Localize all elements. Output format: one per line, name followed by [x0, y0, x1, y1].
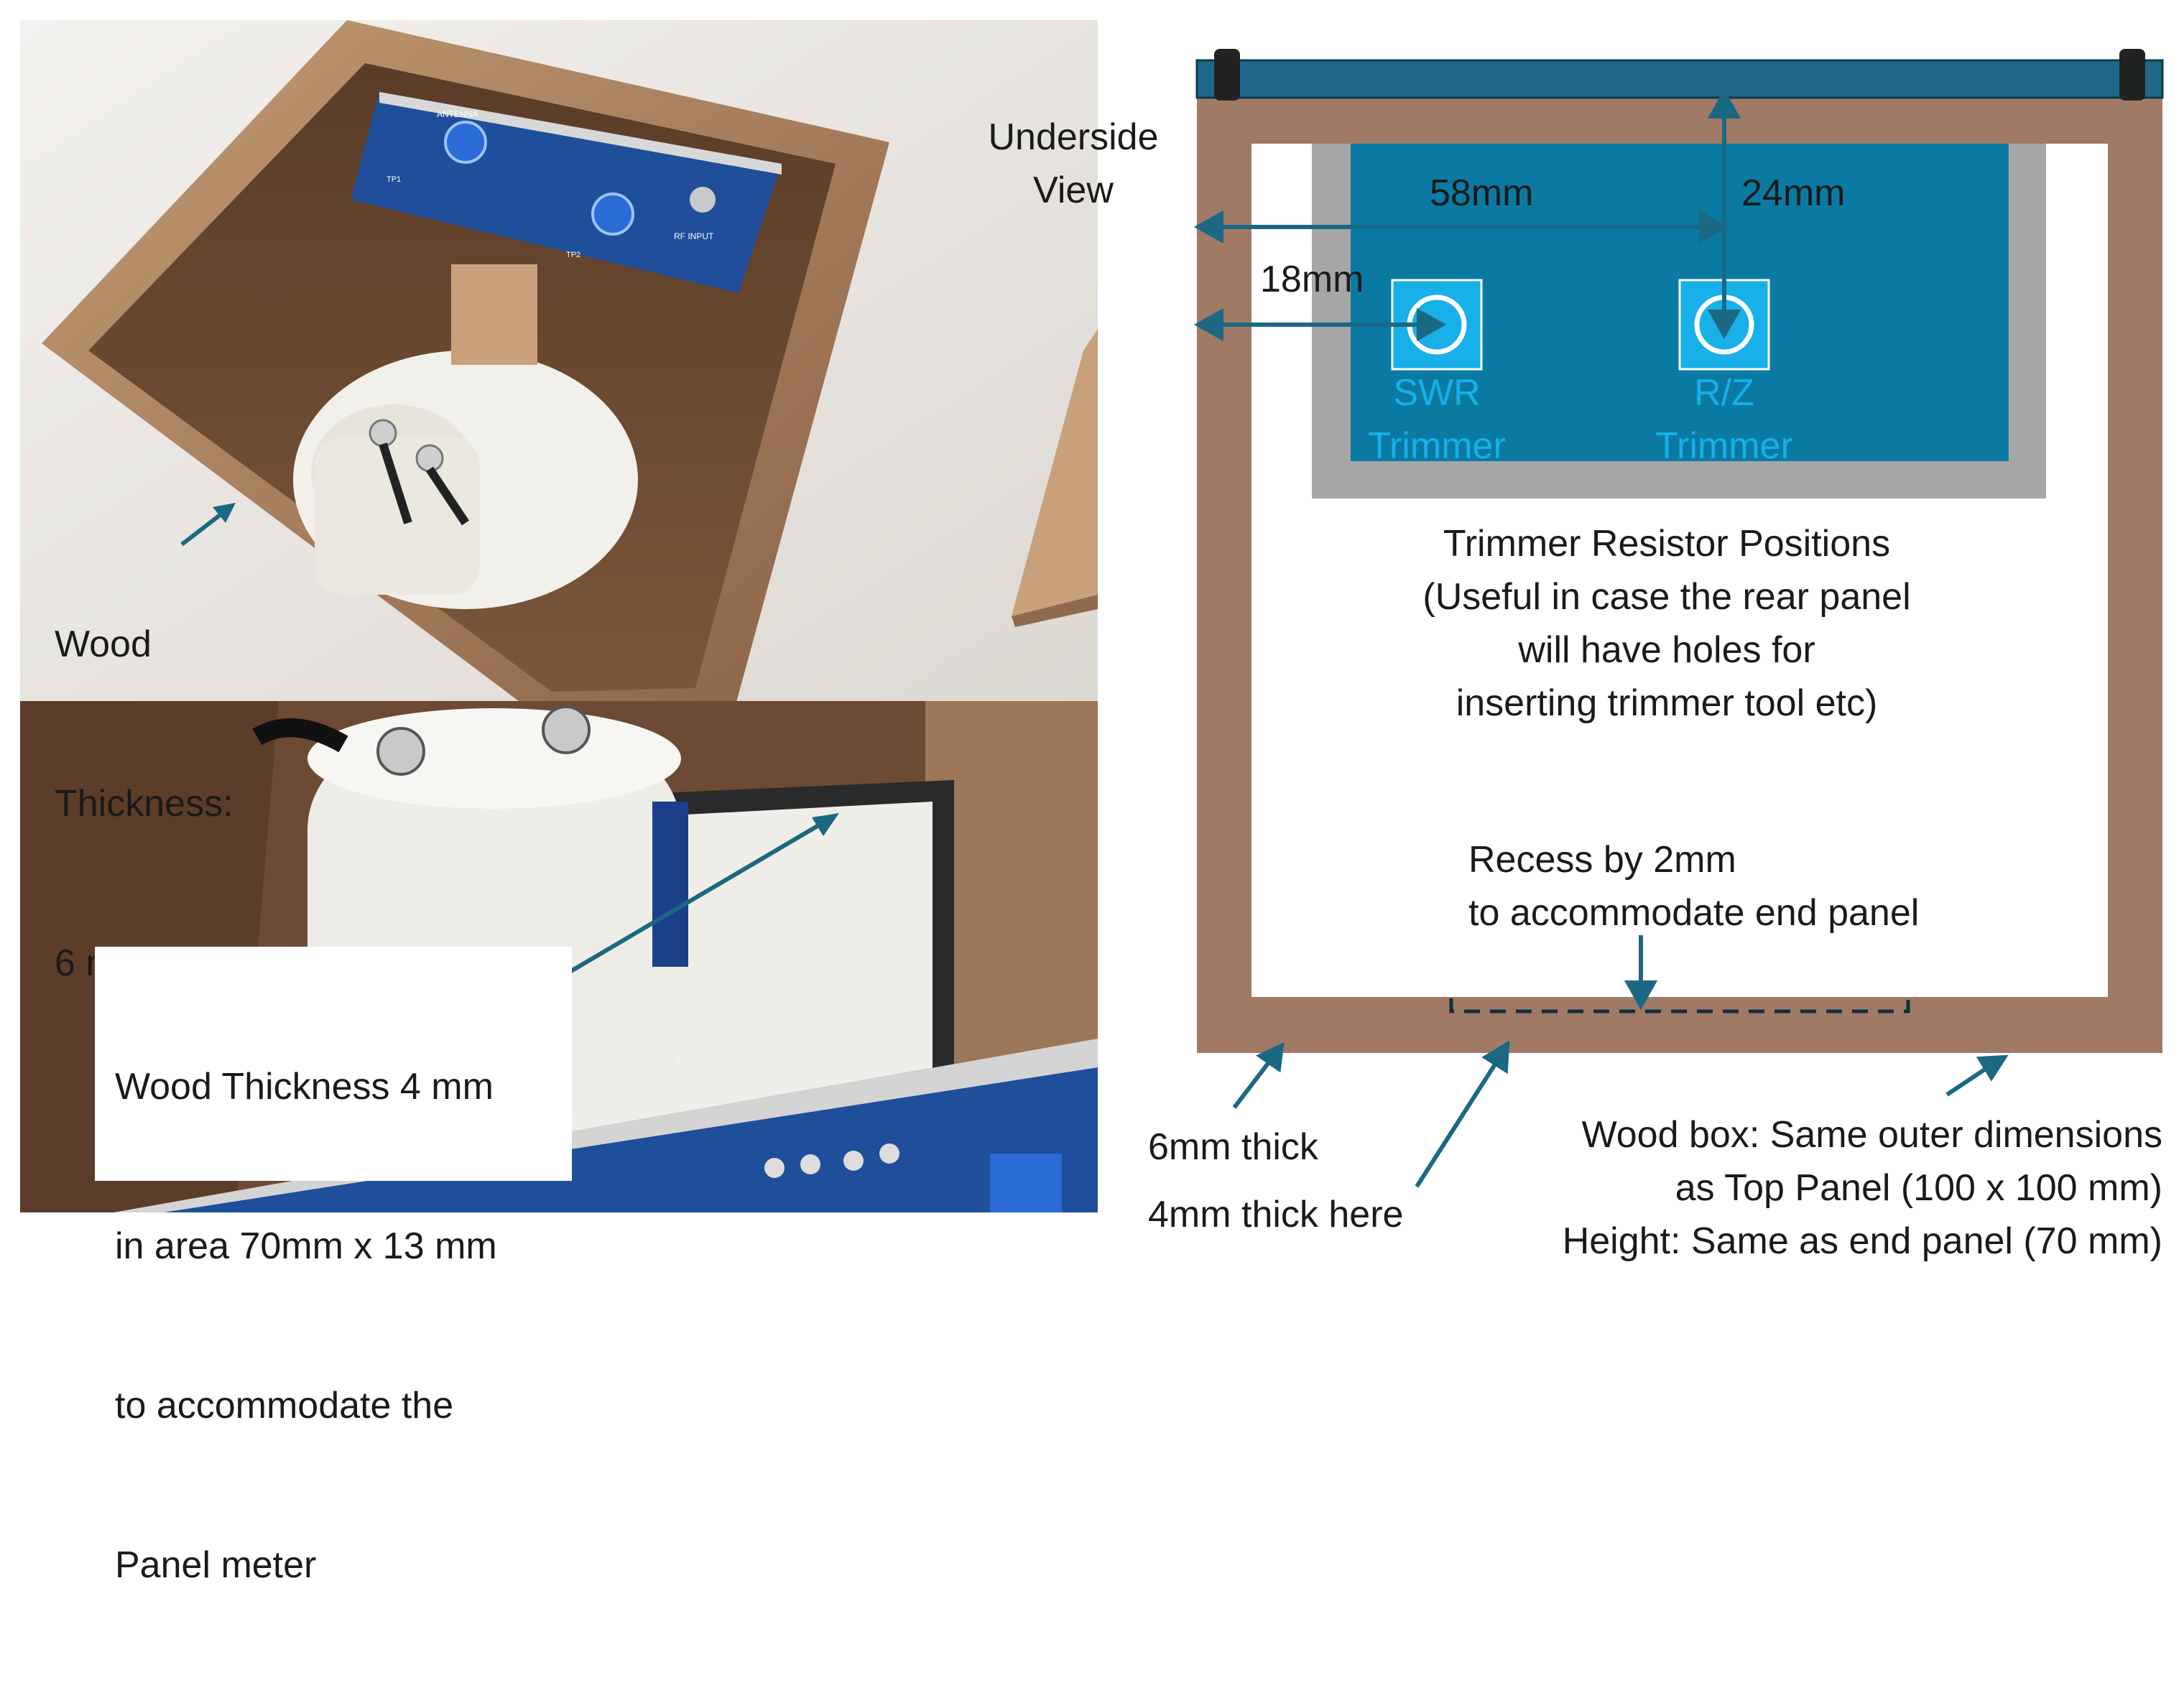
- dim-58-arrow-icon: [1193, 210, 1729, 244]
- wood-box-arrow-icon: [1945, 1054, 2009, 1097]
- six-mm-thick-label: 6mm thick: [1148, 1126, 1318, 1168]
- pcb-tp2-label: TP2: [566, 251, 580, 259]
- pcb-tp1-label: TP1: [387, 175, 401, 184]
- dim-18-arrow-icon: [1193, 307, 1447, 342]
- label-line: Thickness:: [55, 783, 233, 825]
- recess-arrow-icon: [1624, 935, 1658, 1011]
- label-line: Wood Thickness 4 mm: [115, 1066, 494, 1108]
- dim-24-arrow-icon: [1707, 88, 1741, 340]
- screw-icon: [1214, 49, 1240, 101]
- dim-24-label: 24mm: [1741, 172, 1846, 214]
- underside-diagram: [1193, 49, 2164, 1188]
- pcb-rf-label: RF INPUT: [674, 231, 714, 241]
- arrow-icon: [565, 820, 826, 976]
- label-line: in area 70mm x 13 mm: [115, 1225, 497, 1267]
- wood-box-note: Wood box: Same outer dimensions as Top P…: [1562, 1114, 2162, 1262]
- trimmer-positions-note: Trimmer Resistor Positions (Useful in ca…: [1422, 523, 1911, 724]
- dim-18-label: 18mm: [1260, 259, 1364, 300]
- recess-note: Recess by 2mm to accommodate end panel: [1468, 839, 1920, 934]
- screw-icon: [690, 187, 716, 213]
- four-mm-arrow-icon: [1415, 1040, 1510, 1188]
- label-line: to accommodate the: [115, 1385, 454, 1426]
- label-line: Wood: [55, 623, 152, 665]
- label-line: Panel meter: [115, 1544, 317, 1586]
- top-panel-bar: [1195, 59, 2164, 99]
- swr-trimmer-icon: [444, 121, 487, 164]
- screw-icon: [2119, 49, 2145, 101]
- terminal-icon: [376, 727, 425, 776]
- swr-trimmer-label: SWR Trimmer: [1368, 372, 1506, 467]
- photo-top: ANTENNA RF INPUT TP1 TP2: [20, 20, 1098, 720]
- recess-marker: [1449, 998, 1910, 1013]
- four-mm-thick-label: 4mm thick here: [1148, 1194, 1404, 1235]
- six-mm-arrow-icon: [1232, 1041, 1285, 1109]
- ribbon-cable: [451, 264, 537, 365]
- pcb-antenna-label: ANTENNA: [437, 109, 478, 119]
- rz-trimmer-icon: [591, 192, 634, 236]
- underside-view-label: Underside View: [988, 116, 1159, 211]
- rz-trimmer-label: R/Z Trimmer: [1655, 372, 1793, 467]
- dim-58-label: 58mm: [1430, 172, 1534, 214]
- wood-plank: [1012, 329, 1098, 616]
